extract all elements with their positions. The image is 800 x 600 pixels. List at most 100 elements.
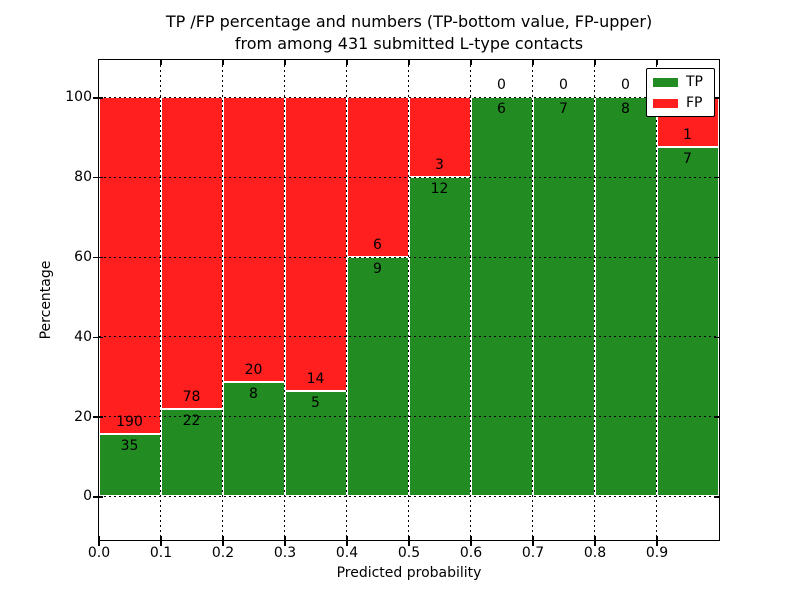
x-tick-mark (160, 536, 162, 546)
x-tick-mark (656, 536, 658, 546)
y-tick-mark (93, 416, 103, 418)
tp-count-label: 7 (683, 151, 692, 168)
x-tick-mark-top (594, 60, 596, 65)
legend-item-tp: TP (653, 74, 708, 90)
bar-tp-segment (656, 147, 719, 497)
x-tick-mark-top (532, 60, 534, 65)
bar-tp-segment (470, 97, 533, 497)
fp-count-label: 6 (373, 237, 382, 253)
x-tick-label: 0.6 (459, 545, 483, 561)
tp-legend-swatch-icon (653, 77, 678, 87)
gridline-vertical (222, 59, 223, 540)
bar-fp-segment (222, 97, 285, 383)
fp-legend-label: FP (686, 95, 703, 111)
tp-count-label: 12 (430, 181, 449, 198)
x-tick-label: 0.0 (87, 545, 111, 561)
bar-tp-segment (346, 257, 409, 497)
x-axis-label: Predicted probability (336, 565, 482, 581)
gridline-vertical (594, 59, 595, 540)
x-tick-mark (346, 536, 348, 546)
bar-fp-segment (160, 97, 223, 409)
fp-count-label: 0 (497, 77, 506, 94)
tp-count-label: 6 (497, 101, 506, 118)
x-tick-mark-top (284, 60, 286, 65)
y-tick-mark (93, 176, 103, 179)
bar-tp-segment (98, 434, 161, 497)
fp-count-label: 14 (306, 371, 325, 388)
gridline-vertical (160, 59, 161, 540)
x-tick-mark (284, 536, 286, 546)
x-tick-label: 0.4 (335, 545, 359, 561)
y-tick-mark-right (714, 176, 719, 179)
y-tick-mark (93, 97, 103, 99)
y-tick-mark (93, 256, 103, 259)
tp-count-label: 22 (182, 412, 201, 429)
legend: TP FP (646, 68, 715, 117)
y-tick-mark-right (714, 336, 719, 339)
fp-legend-swatch-icon (653, 98, 678, 108)
y-tick-mark-right (714, 256, 719, 259)
fp-count-label: 1 (683, 127, 692, 144)
y-tick-mark (93, 496, 103, 498)
fp-count-label: 0 (559, 77, 568, 94)
bar-tp-segment (594, 97, 657, 497)
tp-count-label: 5 (311, 395, 320, 412)
bar-tp-segment (532, 97, 595, 497)
x-tick-mark-top (346, 60, 348, 65)
fp-count-label: 20 (244, 362, 263, 379)
y-tick-label: 60 (74, 249, 92, 265)
bar-fp-segment (98, 97, 161, 435)
x-tick-mark-top (408, 60, 410, 65)
y-tick-mark-right (714, 97, 719, 99)
y-tick-mark-right (714, 416, 719, 418)
bar-fp-segment (408, 97, 471, 178)
x-tick-mark (222, 536, 224, 546)
fp-count-label: 0 (621, 77, 630, 94)
gridline-vertical (470, 59, 471, 540)
fp-count-label: 190 (116, 414, 143, 431)
tp-count-label: 7 (559, 101, 568, 118)
chart-title: TP /FP percentage and numbers (TP-bottom… (9, 11, 800, 55)
y-tick-label: 20 (74, 408, 92, 425)
plot-area: 190 35 78 22 20 8 14 5 6 9 3 12 0 6 0 7 0 8 1 7 (97, 58, 720, 541)
y-tick-label: 80 (74, 169, 92, 186)
legend-item-fp: FP (653, 95, 708, 111)
x-tick-mark (594, 536, 596, 546)
y-tick-mark (93, 336, 103, 339)
x-tick-label: 0.7 (521, 545, 545, 561)
x-tick-mark (408, 536, 410, 546)
tp-count-label: 9 (373, 261, 382, 277)
x-tick-mark-top (160, 60, 162, 65)
tp-count-label: 8 (249, 386, 258, 403)
x-tick-mark-top (470, 60, 472, 65)
tp-count-label: 8 (621, 101, 630, 118)
fp-count-label: 78 (182, 388, 201, 405)
y-tick-label: 40 (74, 328, 92, 345)
bar-tp-segment (160, 408, 223, 497)
y-axis-label: Percentage (38, 260, 54, 340)
x-tick-label: 0.8 (583, 545, 607, 561)
tp-legend-label: TP (686, 74, 703, 90)
x-tick-label: 0.3 (273, 545, 297, 561)
gridline-vertical (408, 59, 409, 540)
x-tick-mark (532, 536, 534, 546)
x-tick-label: 0.1 (149, 545, 173, 561)
tp-count-label: 35 (120, 438, 139, 455)
gridline-vertical (284, 59, 285, 540)
x-tick-mark (470, 536, 472, 546)
x-tick-label: 0.5 (397, 545, 421, 561)
gridline-vertical (532, 59, 533, 540)
x-tick-mark-top (656, 60, 658, 65)
chart-title-line1: TP /FP percentage and numbers (TP-bottom… (165, 12, 653, 31)
y-tick-label: 100 (65, 89, 92, 106)
gridline-vertical (346, 59, 347, 540)
y-tick-label: 0 (83, 488, 92, 505)
chart-title-line2: from among 431 submitted L-type contacts (234, 34, 584, 53)
x-tick-mark (98, 536, 100, 546)
gridline-vertical (656, 59, 657, 540)
x-tick-mark-top (222, 60, 224, 65)
y-tick-mark-right (714, 496, 719, 498)
fp-count-label: 3 (435, 157, 444, 174)
bar-fp-segment (284, 97, 347, 392)
